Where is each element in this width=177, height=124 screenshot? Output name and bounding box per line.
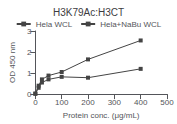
svg-text:0: 0 <box>33 98 38 107</box>
svg-text:OD 450 nm: OD 450 nm <box>8 42 17 83</box>
svg-text:3: 3 <box>27 27 32 36</box>
svg-text:100: 100 <box>55 98 69 107</box>
svg-text:1: 1 <box>27 69 32 78</box>
svg-text:200: 200 <box>81 98 95 107</box>
svg-text:300: 300 <box>108 98 122 107</box>
svg-text:2: 2 <box>27 48 32 57</box>
svg-text:Protein conc. (μg/mL): Protein conc. (μg/mL) <box>63 111 140 120</box>
svg-text:Hela WCL: Hela WCL <box>36 20 73 29</box>
svg-text:500: 500 <box>160 98 174 107</box>
svg-text:400: 400 <box>134 98 148 107</box>
svg-text:H3K79Ac:H3CT: H3K79Ac:H3CT <box>53 7 124 18</box>
svg-text:0: 0 <box>27 90 32 99</box>
svg-text:Hela+NaBu WCL: Hela+NaBu WCL <box>100 20 162 29</box>
